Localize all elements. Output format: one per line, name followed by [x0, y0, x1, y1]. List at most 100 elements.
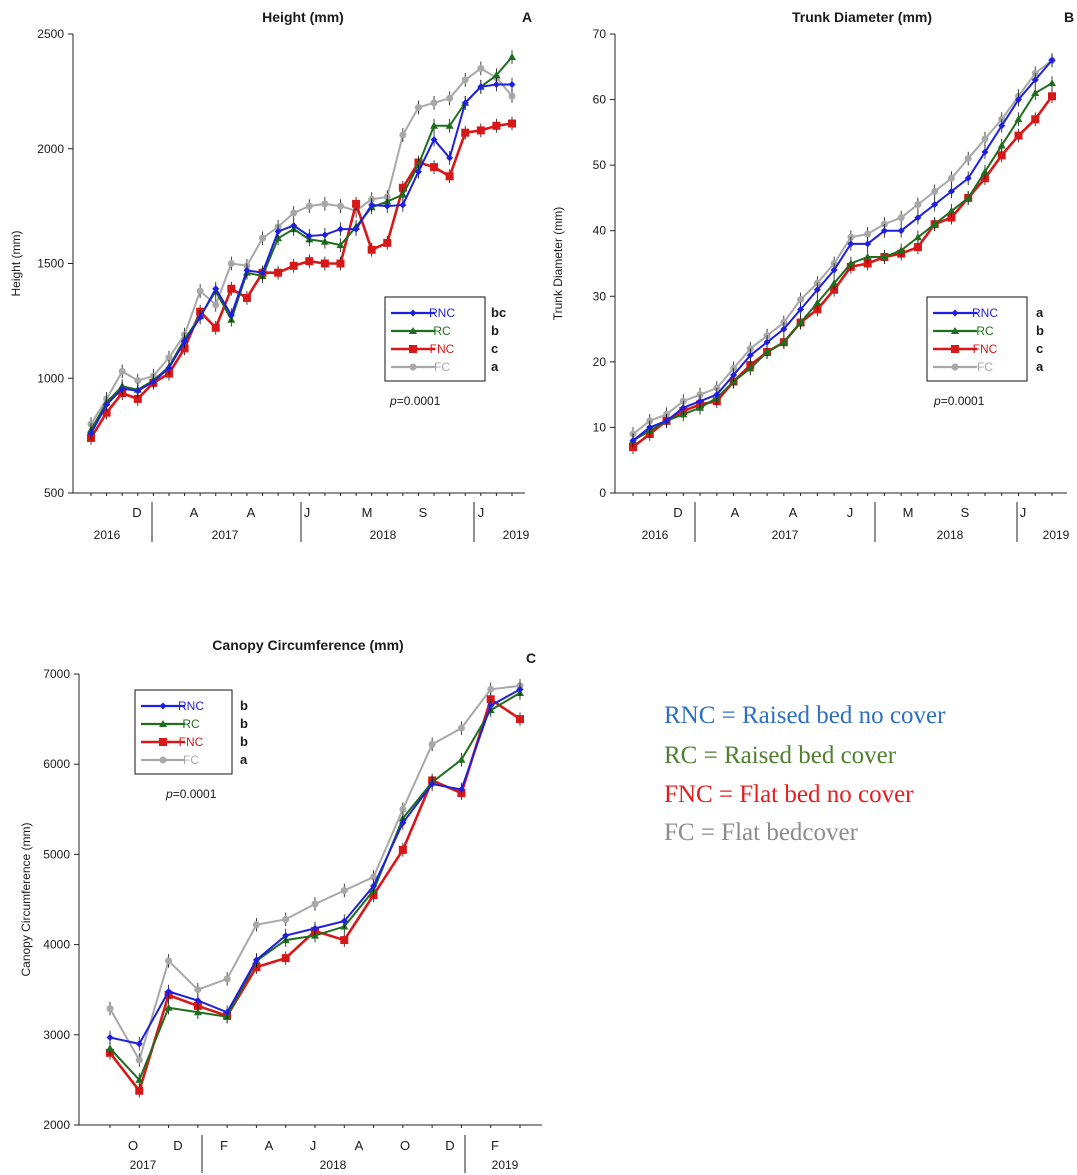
x-year-label: 2019 [1043, 528, 1070, 542]
point-rnc [813, 286, 821, 294]
series-line-rnc [632, 59, 1053, 442]
point-fnc [274, 268, 283, 277]
significance-letter: a [1036, 305, 1044, 320]
point-fnc [516, 715, 524, 724]
legend-marker [409, 363, 417, 371]
point-fnc [102, 408, 111, 417]
y-tick-label: 6000 [43, 757, 70, 771]
point-rnc [780, 325, 788, 333]
y-tick-label: 3000 [43, 1028, 70, 1042]
point-rnc [430, 136, 438, 144]
point-rnc [274, 227, 282, 235]
x-month-label: J [304, 505, 311, 520]
point-rc [164, 1003, 173, 1011]
significance-letter: c [1036, 341, 1043, 356]
x-month-label: A [247, 505, 256, 520]
significance-letter: b [240, 698, 248, 713]
legend-marker [409, 345, 417, 353]
point-rnc [259, 269, 267, 277]
point-rnc [492, 80, 500, 88]
significance-letter: b [240, 734, 248, 749]
x-month-label: A [731, 505, 740, 520]
point-rnc [305, 232, 313, 240]
point-rnc [106, 1034, 114, 1042]
point-fc [864, 230, 872, 238]
y-axis-label: Canopy Circumference (mm) [19, 822, 33, 976]
point-fc [457, 724, 465, 732]
point-rnc [1014, 96, 1022, 104]
point-fc [340, 886, 348, 894]
point-fc [321, 200, 329, 208]
point-rnc [914, 214, 922, 222]
legend-label-fnc: FNC [430, 342, 455, 356]
panel-letter: A [522, 9, 532, 25]
point-rnc [1031, 76, 1039, 84]
series-line-fnc [632, 95, 1054, 449]
x-month-label: D [673, 505, 682, 520]
legend-marker [159, 738, 167, 746]
point-fnc [352, 199, 361, 208]
point-fnc [445, 172, 454, 181]
point-rc [830, 279, 839, 287]
y-tick-label: 50 [593, 158, 607, 172]
point-rnc [103, 401, 111, 409]
p-value: p=0.0001 [389, 394, 441, 408]
legend-label-rnc: RNC [429, 306, 455, 320]
x-year-label: 2016 [94, 528, 121, 542]
y-axis-label: Height (mm) [9, 230, 23, 296]
key-rnc: RNC = Raised bed no cover [664, 702, 946, 729]
point-rnc [336, 225, 344, 233]
x-month-label: F [220, 1138, 228, 1153]
point-fc [134, 377, 142, 385]
point-rnc [165, 364, 173, 372]
point-rc [897, 246, 906, 254]
panel-letter: C [526, 650, 536, 666]
point-rnc [352, 225, 360, 233]
y-tick-label: 30 [593, 289, 607, 303]
x-year-label: 2016 [642, 528, 669, 542]
point-fnc [305, 257, 314, 266]
significance-letter: c [491, 341, 498, 356]
point-rnc [290, 222, 298, 230]
x-year-label: 2017 [212, 528, 239, 542]
point-fnc [398, 845, 407, 854]
point-fc [414, 103, 422, 111]
point-rnc [746, 351, 754, 359]
significance-letter: b [1036, 323, 1044, 338]
x-month-label: D [445, 1138, 454, 1153]
point-rnc [847, 240, 855, 248]
point-fnc [430, 163, 439, 172]
point-fc [797, 296, 805, 304]
p-value: p=0.0001 [933, 394, 985, 408]
point-rnc [252, 956, 260, 964]
point-fc [227, 260, 235, 267]
point-rc [947, 207, 956, 215]
point-rnc [165, 988, 173, 996]
x-month-label: A [355, 1138, 364, 1153]
point-rnc [311, 924, 319, 932]
point-fc [947, 174, 955, 182]
y-axis-label: Trunk Diameter (mm) [551, 207, 565, 321]
point-rnc [446, 154, 454, 162]
x-month-label: M [903, 505, 914, 520]
point-rnc [981, 148, 989, 156]
point-fc [399, 805, 407, 813]
point-fc [194, 986, 202, 994]
point-rnc [414, 168, 422, 176]
point-fc [290, 209, 298, 217]
x-month-label: J [1020, 505, 1027, 520]
point-rc [813, 298, 822, 306]
y-tick-label: 2000 [37, 142, 64, 156]
point-rnc [134, 387, 142, 395]
point-rc [193, 1008, 202, 1016]
x-year-label: 2019 [503, 528, 530, 542]
point-rc [779, 338, 788, 346]
point-rnc [383, 202, 391, 210]
point-rnc [864, 240, 872, 248]
key-fnc: FNC = Flat bed no cover [664, 781, 914, 808]
point-rc [445, 121, 454, 129]
point-fc [212, 301, 220, 309]
legend-marker [951, 309, 959, 317]
point-rc [913, 233, 922, 241]
